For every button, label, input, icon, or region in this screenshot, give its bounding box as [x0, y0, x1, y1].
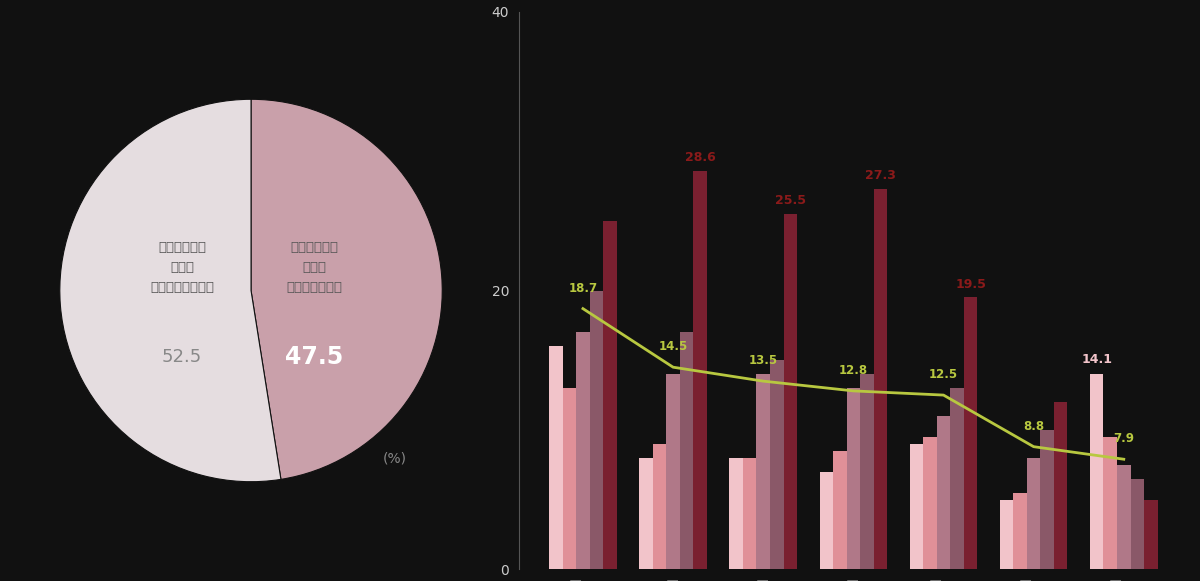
Bar — [1040, 430, 1054, 569]
Bar — [833, 451, 847, 569]
Bar — [1027, 458, 1040, 569]
Bar — [1144, 500, 1158, 569]
Text: 13.5: 13.5 — [749, 354, 778, 367]
Text: 47.5: 47.5 — [286, 346, 343, 370]
Text: 28.6: 28.6 — [685, 150, 715, 164]
Bar — [923, 437, 937, 569]
Bar — [937, 416, 950, 569]
Bar — [1000, 500, 1013, 569]
Bar — [910, 444, 923, 569]
Text: 27.3: 27.3 — [865, 168, 896, 182]
Bar — [1104, 437, 1117, 569]
Bar — [694, 171, 707, 569]
Bar — [680, 332, 694, 569]
Text: 18.7: 18.7 — [569, 282, 598, 295]
Bar — [1054, 402, 1068, 569]
Bar — [860, 374, 874, 569]
Text: 14.1: 14.1 — [1081, 353, 1112, 366]
Text: 12.5: 12.5 — [929, 368, 958, 381]
Wedge shape — [251, 99, 443, 479]
Bar — [874, 189, 887, 569]
Bar — [1117, 465, 1130, 569]
Bar — [1130, 479, 1144, 569]
Text: (%): (%) — [383, 452, 407, 466]
Text: 19.5: 19.5 — [955, 278, 986, 290]
Bar — [770, 360, 784, 569]
Bar — [730, 458, 743, 569]
Bar — [820, 472, 833, 569]
Bar — [964, 297, 977, 569]
Bar — [576, 332, 589, 569]
Text: 普段の生活に
お花を
取り入れている: 普段の生活に お花を 取り入れている — [286, 241, 342, 294]
Bar — [743, 458, 756, 569]
Bar — [550, 346, 563, 569]
Bar — [653, 444, 666, 569]
Text: 7.9: 7.9 — [1114, 432, 1134, 445]
Bar — [950, 388, 964, 569]
Text: 52.5: 52.5 — [162, 349, 203, 367]
Bar — [589, 290, 604, 569]
Bar — [756, 374, 770, 569]
Bar — [1013, 493, 1027, 569]
Bar — [1090, 374, 1104, 569]
Text: 普段の生活に
お花を
取り入れていない: 普段の生活に お花を 取り入れていない — [150, 241, 214, 294]
Bar — [666, 374, 680, 569]
Bar — [784, 214, 797, 569]
Bar — [847, 388, 860, 569]
Text: 14.5: 14.5 — [659, 340, 688, 353]
Bar — [640, 458, 653, 569]
Text: 25.5: 25.5 — [775, 194, 805, 207]
Text: 8.8: 8.8 — [1024, 419, 1044, 433]
Bar — [563, 388, 576, 569]
Wedge shape — [60, 99, 281, 482]
Bar — [604, 221, 617, 569]
Text: 12.8: 12.8 — [839, 364, 868, 377]
